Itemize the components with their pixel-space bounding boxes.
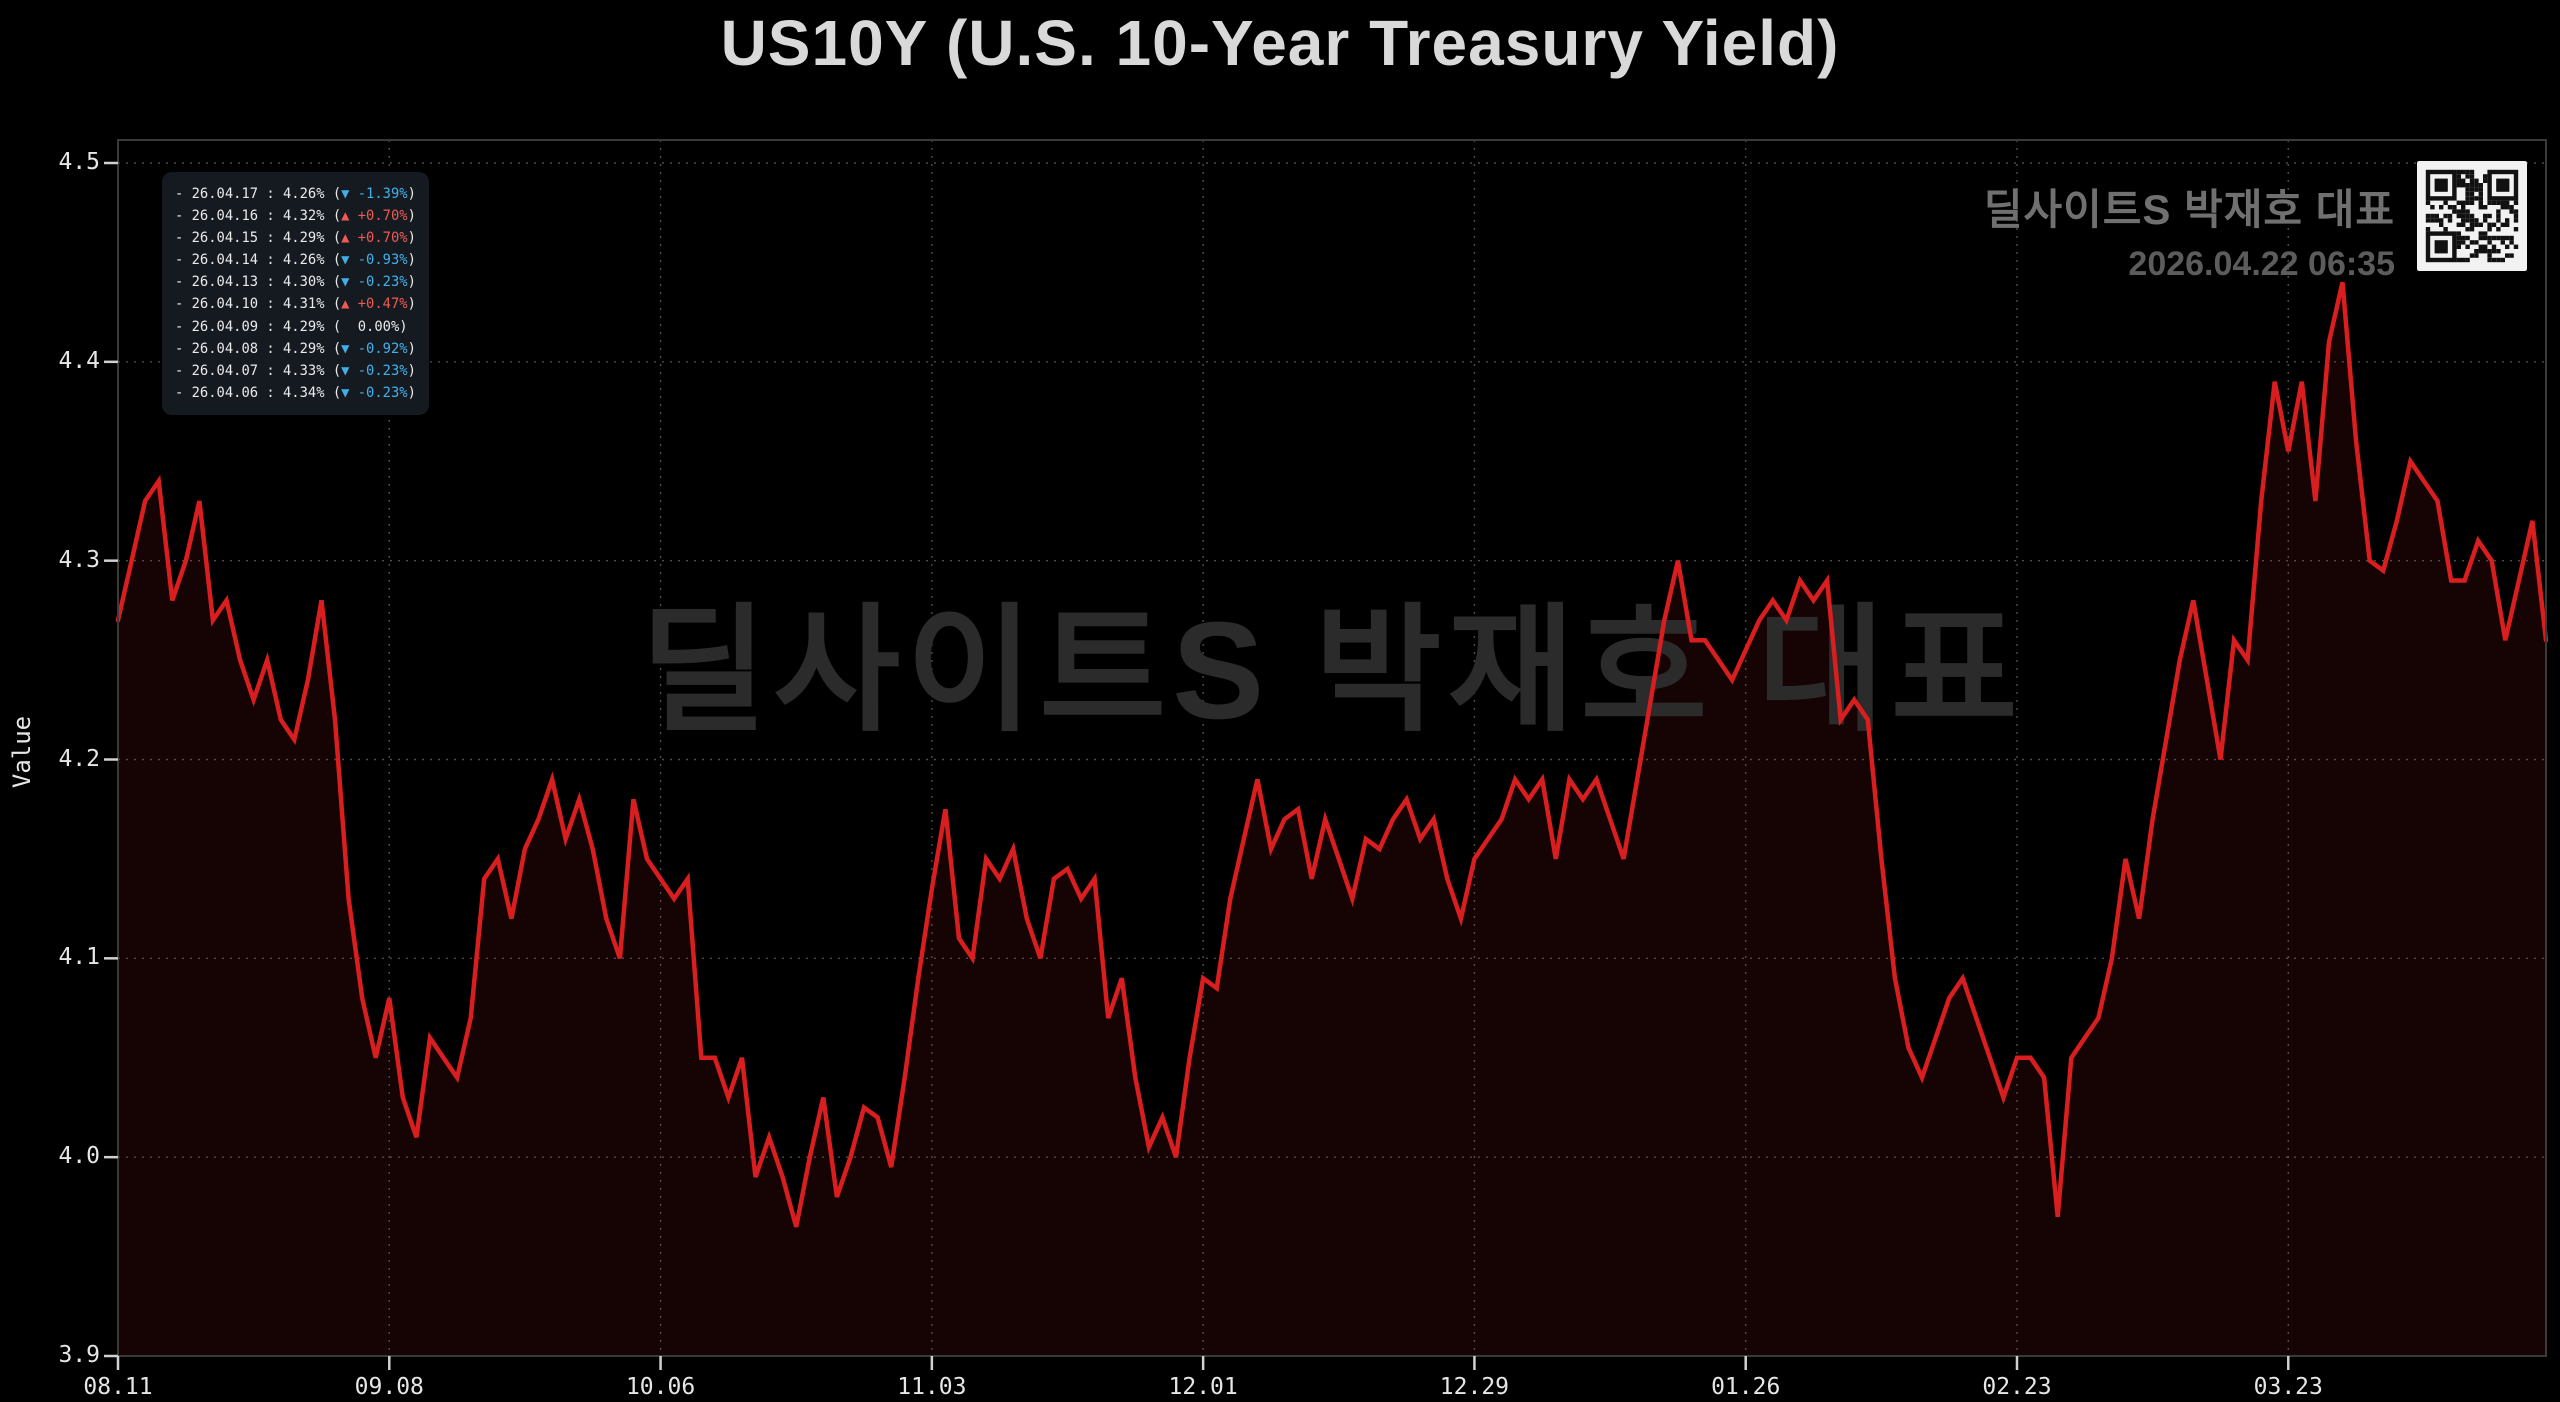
x-tick-label: 10.06 (625, 1374, 696, 1400)
brand-timestamp: 2026.04.22 06:35 (2128, 245, 2395, 283)
series-line-path (115, 281, 2549, 1228)
x-tick-label: 08.11 (83, 1374, 153, 1400)
legend-row: - 26.04.06 : 4.34% (▼ -0.23%) (175, 384, 416, 401)
axes-frame-and-ticks (104, 139, 2547, 1370)
brand-block: 딜사이트S 박재호 대표 2026.04.22 06:35 (1984, 176, 2395, 284)
page-title: US10Y (U.S. 10-Year Treasury Yield) (720, 7, 1840, 79)
legend-row: - 26.04.17 : 4.26% (▼ -1.39%) (175, 186, 416, 202)
y-tick-label: 4.1 (58, 944, 100, 971)
legend-change-value: ▲ +0.70% (341, 208, 408, 225)
y-tick-label: 4.5 (58, 149, 100, 175)
plot-frame (117, 139, 2547, 1357)
legend-change-value: ▼ -0.93% (341, 252, 408, 269)
x-tick-label: 02.23 (1982, 1374, 2052, 1400)
legend-change-value: ▼ -0.23% (341, 274, 408, 291)
x-tick-label: 09.08 (354, 1374, 424, 1400)
series-area-fill (118, 282, 2546, 1356)
series-line (115, 281, 2549, 1228)
x-tick-label: 12.29 (1439, 1374, 1510, 1400)
legend-change-value: ▲ +0.70% (341, 230, 408, 247)
gridlines-and-fill (117, 140, 2546, 1356)
x-tick-label: 03.23 (2253, 1374, 2323, 1400)
legend-row: - 26.04.16 : 4.32% (▲ +0.70%) (175, 208, 416, 225)
legend-row: - 26.04.07 : 4.33% (▼ -0.23%) (175, 362, 416, 379)
legend-change-value: ▼ -1.39% (341, 186, 408, 202)
legend-change-value: ▼ -0.23% (341, 384, 408, 401)
legend-change-value: ▼ -0.92% (341, 340, 408, 357)
qr-code (2417, 161, 2527, 271)
legend-change-value: ▼ -0.23% (341, 362, 408, 379)
y-tick-label: 4.0 (58, 1143, 100, 1170)
legend-row: - 26.04.08 : 4.29% (▼ -0.92%) (175, 340, 416, 357)
legend-row: - 26.04.15 : 4.29% (▲ +0.70%) (175, 230, 416, 247)
y-tick-label: 4.4 (58, 347, 100, 374)
y-tick-label: 4.3 (58, 546, 100, 573)
y-tick-label: 4.2 (58, 745, 100, 772)
legend-row: - 26.04.10 : 4.31% (▲ +0.47%) (175, 296, 416, 313)
legend-box: - 26.04.17 : 4.26% (▼ -1.39%) - 26.04.16 … (162, 172, 429, 415)
legend-rows: - 26.04.17 : 4.26% (▼ -1.39%) - 26.04.16 … (175, 183, 416, 404)
legend-row: - 26.04.09 : 4.29% ( 0.00%) (175, 318, 408, 335)
y-tick-label: 3.9 (58, 1342, 100, 1368)
watermark: 딜사이트S 박재호 대표 (640, 594, 2023, 748)
legend-change-value: ▲ +0.47% (341, 296, 408, 313)
brand-name: 딜사이트S 박재호 대표 (1983, 186, 2395, 233)
legend-row: - 26.04.14 : 4.26% (▼ -0.93%) (175, 252, 416, 269)
legend-change-value: 0.00% (341, 318, 400, 335)
x-tick-label: 11.03 (897, 1374, 967, 1400)
legend-row: - 26.04.13 : 4.30% (▼ -0.23%) (175, 274, 416, 291)
x-tick-label: 01.26 (1711, 1374, 1781, 1400)
x-tick-label: 12.01 (1168, 1374, 1238, 1400)
